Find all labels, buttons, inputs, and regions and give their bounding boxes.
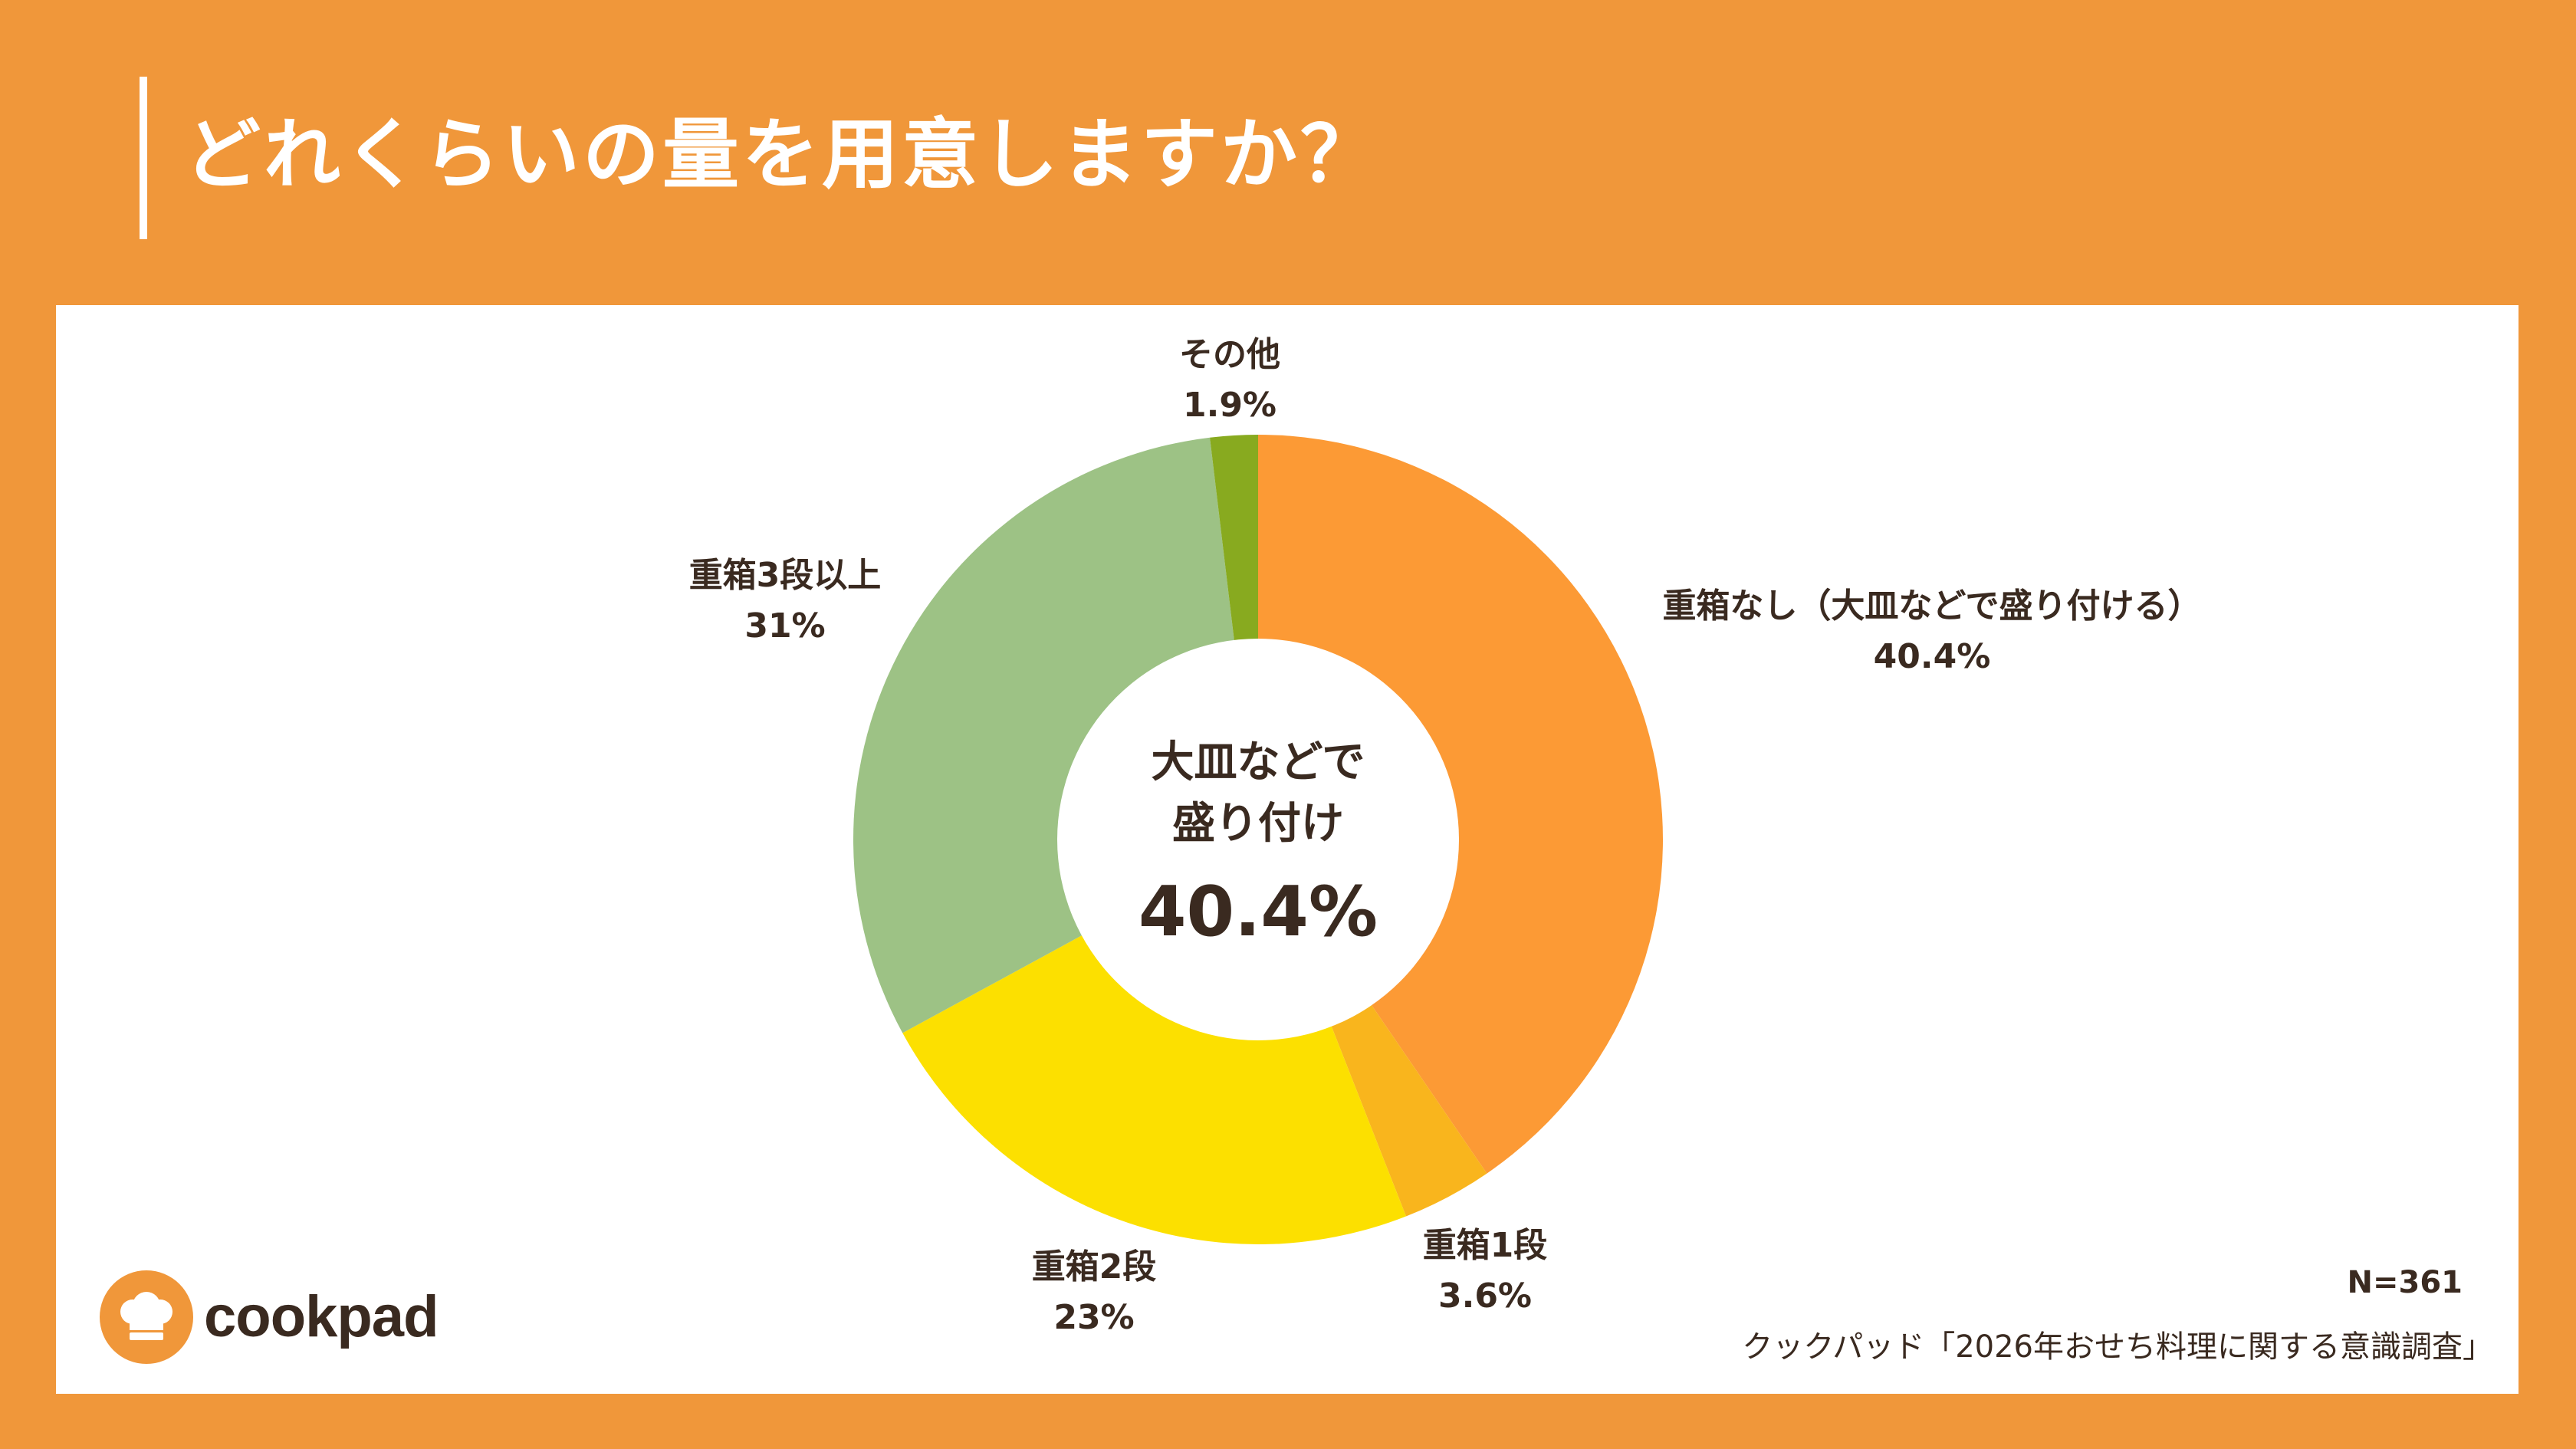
slice-value: 31% <box>744 606 826 646</box>
center-line-1: 大皿などで <box>1151 738 1365 787</box>
slice-name: 重箱2段 <box>1031 1247 1157 1286</box>
center-value: 40.4% <box>1138 872 1378 952</box>
slice-label-no-jubako: 重箱なし（大皿などで盛り付ける） 40.4% <box>1662 581 2201 682</box>
source-note: クックパッド「2026年おせち料理に関する意識調査」 <box>1742 1329 2493 1365</box>
slice-label-3-tier: 重箱3段以上 31% <box>689 550 882 652</box>
slice-value: 40.4% <box>1873 637 1991 676</box>
slice-label-2-tier: 重箱2段 23% <box>1032 1242 1157 1343</box>
cookpad-logo: cookpad <box>100 1269 439 1365</box>
slice-no-jubako <box>1258 435 1663 1174</box>
donut-center-label: 大皿などで 盛り付け 40.4% <box>1089 732 1427 962</box>
slice-label-1-tier: 重箱1段 3.6% <box>1423 1221 1548 1322</box>
slice-label-other: その他 1.9% <box>1179 330 1280 431</box>
center-line-2: 盛り付け <box>1172 799 1344 849</box>
slice-value: 23% <box>1053 1298 1135 1337</box>
logo-text: cookpad <box>204 1284 439 1349</box>
sample-size: N=361 <box>2347 1265 2463 1300</box>
title-accent-bar <box>140 77 147 239</box>
slice-name: 重箱1段 <box>1422 1226 1548 1265</box>
slice-name: 重箱なし（大皿などで盛り付ける） <box>1662 586 2202 626</box>
slice-value: 1.9% <box>1182 386 1277 425</box>
slice-value: 3.6% <box>1438 1276 1533 1316</box>
donut-hole <box>1057 639 1459 1040</box>
slice-name: その他 <box>1179 335 1280 374</box>
page-title: どれくらいの量を用意しますか？ <box>184 110 1380 199</box>
chef-hat-icon <box>100 1270 193 1364</box>
slice-name: 重箱3段以上 <box>688 556 882 595</box>
